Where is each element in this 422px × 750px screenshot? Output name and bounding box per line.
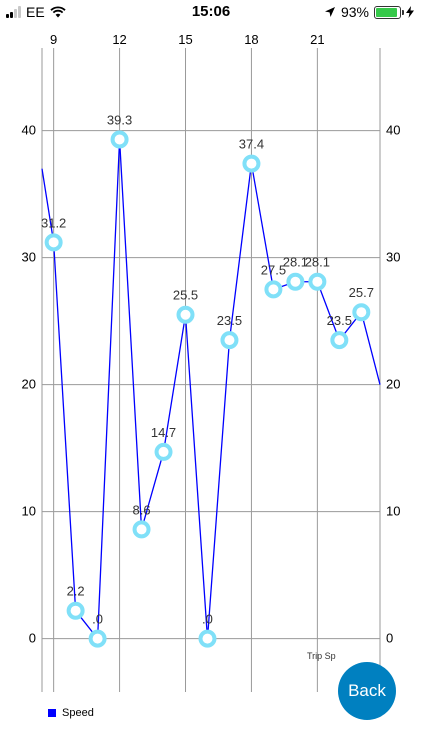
x-tick-label: 18 [244, 32, 258, 47]
speed-series-line [41, 139, 381, 641]
data-point-label: 2.2 [67, 584, 85, 599]
data-point-label: 23.5 [217, 313, 242, 328]
x-tick-label: 9 [50, 32, 57, 47]
data-point-marker [352, 303, 371, 322]
y-tick-label-left: 40 [22, 123, 36, 138]
data-point-label: 25.7 [349, 285, 374, 300]
data-point-marker [132, 520, 151, 539]
data-point-marker [220, 331, 239, 350]
y-tick-label-left: 10 [22, 504, 36, 519]
data-point-marker [198, 629, 217, 648]
data-point-marker [264, 280, 283, 299]
back-button[interactable]: Back [338, 662, 396, 720]
battery-icon [374, 5, 404, 19]
chart-grid [42, 48, 380, 692]
battery-fill [376, 7, 398, 17]
legend-label: Speed [62, 707, 94, 719]
data-point-marker [154, 442, 173, 461]
chart-legend: Speed [48, 707, 94, 719]
data-point-label: 28.1 [305, 255, 330, 270]
x-tick-label: 21 [310, 32, 324, 47]
data-point-label: 39.3 [107, 112, 132, 127]
data-point-label: 8.6 [133, 502, 151, 517]
y-tick-label-right: 30 [386, 250, 400, 265]
data-point-label: 23.5 [327, 313, 352, 328]
data-point-marker [110, 130, 129, 149]
y-tick-label-right: 20 [386, 377, 400, 392]
charging-bolt-icon [406, 6, 414, 18]
x-tick-label: 15 [178, 32, 192, 47]
x-tick-label: 12 [112, 32, 126, 47]
data-point-marker [308, 272, 327, 291]
data-point-marker [176, 305, 195, 324]
y-tick-label-left: 30 [22, 250, 36, 265]
status-time: 15:06 [191, 3, 231, 20]
location-arrow-icon [324, 7, 335, 17]
data-point-marker [242, 154, 261, 173]
data-point-label: 25.5 [173, 288, 198, 303]
data-point-marker [88, 629, 107, 648]
battery-percent: 93% [340, 4, 369, 20]
data-point-label: 14.7 [151, 425, 176, 440]
data-point-label: 37.4 [239, 137, 264, 152]
data-point-marker [330, 331, 349, 350]
data-point-marker [286, 272, 305, 291]
status-right: 93% [324, 4, 414, 20]
y-tick-label-right: 40 [386, 123, 400, 138]
signal-icon [6, 6, 21, 18]
status-bar: EE 15:06 93% [0, 0, 422, 26]
data-point-label: .0 [202, 612, 213, 627]
speed-line-chart: 0 0 10 10 20 20 30 30 40 40 9 12 15 18 21 31.2 2.2 .0 39.… [22, 32, 400, 692]
chart-axes: 0 0 10 10 20 20 30 30 40 40 9 12 15 18 21 [22, 32, 400, 692]
data-point-label: 27.5 [261, 262, 286, 277]
chart-series [41, 130, 381, 648]
data-point-label: 31.2 [41, 215, 66, 230]
y-tick-label-left: 20 [22, 377, 36, 392]
carrier-label: EE [26, 4, 45, 20]
data-point-marker [66, 601, 85, 620]
y-tick-label-left: 0 [29, 631, 36, 646]
y-tick-label-right: 10 [386, 504, 400, 519]
data-point-marker [44, 233, 63, 252]
data-point-label: 28.1 [283, 255, 308, 270]
y-tick-label-right: 0 [386, 631, 393, 646]
wifi-icon [50, 6, 66, 18]
chart-data-labels: 31.22.2.039.38.614.725.5.023.537.427.528… [41, 112, 374, 626]
chart-description: Trip Sp [307, 651, 336, 661]
data-point-label: .0 [92, 612, 103, 627]
legend-swatch [48, 709, 56, 717]
status-left: EE [6, 4, 66, 20]
